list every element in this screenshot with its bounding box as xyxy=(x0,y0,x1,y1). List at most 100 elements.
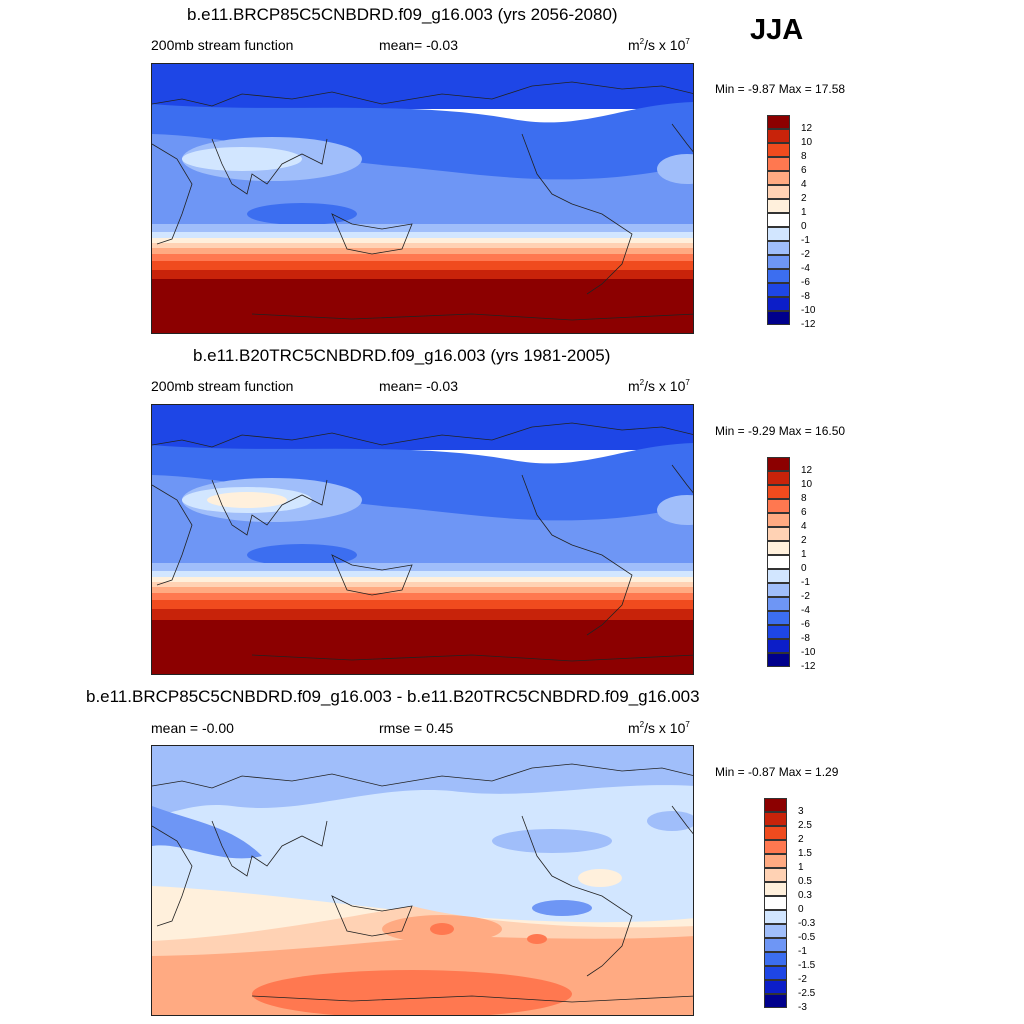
panel-1-colorbar-cell xyxy=(767,115,790,129)
panel-2-title: b.e11.B20TRC5CNBDRD.f09_g16.003 (yrs 198… xyxy=(193,346,611,365)
band-eq-1 xyxy=(152,563,693,573)
panel-3-colorbar-cell xyxy=(764,812,787,826)
panel-2-colorbar-label: -8 xyxy=(801,633,810,644)
panel-1-colorbar-label: 10 xyxy=(801,137,813,148)
panel-2-colorbar-label: 6 xyxy=(801,507,807,518)
band-eq-2 xyxy=(152,232,693,239)
panel-1-colorbar-cell xyxy=(767,241,790,255)
panel-1-colorbar-label: 12 xyxy=(801,123,813,134)
band-north-deep xyxy=(152,405,693,450)
panel-1-colorbar-cell xyxy=(767,297,790,311)
panel-2-colorbar-cell xyxy=(767,513,790,527)
panel-1-units: m2/s x 107 xyxy=(628,37,690,53)
panel-2-colorbar-label: 8 xyxy=(801,493,807,504)
panel-3-colorbar-label: 0 xyxy=(798,904,804,915)
panel-3-colorbar-cell xyxy=(764,840,787,854)
panel-3-colorbar-label: -3 xyxy=(798,1002,807,1013)
panel-2-colorbar-cell xyxy=(767,527,790,541)
panel-2-map xyxy=(151,404,694,675)
panel-2-colorbar-cell xyxy=(767,639,790,653)
panel-1-colorbar-label: 0 xyxy=(801,221,807,232)
panel-3-colorbar-label: 1.5 xyxy=(798,848,812,859)
band-s-5 xyxy=(152,609,693,621)
panel-1-colorbar-cell xyxy=(767,255,790,269)
band-s-4 xyxy=(152,261,693,271)
panel-1-colorbar-cell xyxy=(767,199,790,213)
panel-2-colorbar-cell xyxy=(767,485,790,499)
diff-southern-max xyxy=(252,970,572,1015)
panel-1-colorbar-label: 1 xyxy=(801,207,807,218)
maritime-low xyxy=(247,544,357,566)
panel-1-colorbar-cell xyxy=(767,143,790,157)
panel-3-colorbar-label: 0.3 xyxy=(798,890,812,901)
panel-2-units: m2/s x 107 xyxy=(628,378,690,394)
panel-3-colorbar-cell xyxy=(764,798,787,812)
panel-3-colorbar-label: 0.5 xyxy=(798,876,812,887)
panel-1-map xyxy=(151,63,694,334)
panel-3-minmax: Min = -0.87 Max = 1.29 xyxy=(715,765,839,779)
panel-2-colorbar-label: -1 xyxy=(801,577,810,588)
panel-3-colorbar-label: -1 xyxy=(798,946,807,957)
band-s-2 xyxy=(152,587,693,594)
panel-2-colorbar-cell xyxy=(767,471,790,485)
maritime-low xyxy=(247,203,357,225)
band-s-3 xyxy=(152,593,693,601)
band-s-5 xyxy=(152,270,693,280)
band-north-deep xyxy=(152,64,693,109)
band-s-2 xyxy=(152,248,693,255)
panel-2-colorbar-cell xyxy=(767,555,790,569)
panel-1-colorbar-cell xyxy=(767,185,790,199)
panel-3-colorbar-cell xyxy=(764,826,787,840)
band-s-1 xyxy=(152,243,693,249)
panel-3-colorbar-cell xyxy=(764,896,787,910)
panel-2-colorbar-label: -12 xyxy=(801,661,816,672)
panel-2-colorbar-cell xyxy=(767,541,790,555)
diff-north-band xyxy=(152,746,693,815)
panel-1-title: b.e11.BRCP85C5CNBDRD.f09_g16.003 (yrs 20… xyxy=(187,5,618,24)
panel-1-colorbar-label: 4 xyxy=(801,179,807,190)
panel-2-colorbar-label: 0 xyxy=(801,563,807,574)
season-label: JJA xyxy=(750,14,804,46)
panel-3-colorbar-cell xyxy=(764,994,787,1008)
panel-1-mean-label: mean= -0.03 xyxy=(379,37,458,53)
panel-2-colorbar-label: 4 xyxy=(801,521,807,532)
panel-3-colorbar-label: 1 xyxy=(798,862,804,873)
panel-1-colorbar-cell xyxy=(767,129,790,143)
panel-3-colorbar-cell xyxy=(764,952,787,966)
panel-3-mean-label: mean = -0.00 xyxy=(151,720,234,736)
panel-1-colorbar-label: -12 xyxy=(801,319,816,330)
coastlines xyxy=(152,763,693,1003)
panel-2-colorbar-cell xyxy=(767,611,790,625)
diff-atlantic-low xyxy=(647,811,693,831)
panel-3-title: b.e11.BRCP85C5CNBDRD.f09_g16.003 - b.e11… xyxy=(86,687,700,706)
band-eq-1 xyxy=(152,224,693,234)
panel-3-colorbar-cell xyxy=(764,924,787,938)
panel-3-colorbar-cell xyxy=(764,938,787,952)
panel-2-minmax: Min = -9.29 Max = 16.50 xyxy=(715,424,846,438)
asia-high-core xyxy=(182,147,302,171)
panel-1-colorbar-label: 6 xyxy=(801,165,807,176)
panel-1-colorbar-label: -2 xyxy=(801,249,810,260)
panel-1-minmax: Min = -9.87 Max = 17.58 xyxy=(715,82,846,96)
panel-3-colorbar-cell xyxy=(764,882,787,896)
atlantic-high xyxy=(657,154,693,184)
panel-1-colorbar-cell xyxy=(767,283,790,297)
panel-2-colorbar-cell xyxy=(767,625,790,639)
panel-3-colorbar-cell xyxy=(764,910,787,924)
panel-1-colorbar-label: -10 xyxy=(801,305,816,316)
panel-2-colorbar-cell xyxy=(767,457,790,471)
panel-1-colorbar-cell xyxy=(767,157,790,171)
panel-1-colorbar-cell xyxy=(767,213,790,227)
coastlines xyxy=(152,422,693,662)
diff-southamerica-high xyxy=(578,869,622,887)
panel-3-colorbar-label: 2 xyxy=(798,834,804,845)
panel-1-colorbar-label: -8 xyxy=(801,291,810,302)
panel-2-colorbar-label: -10 xyxy=(801,647,816,658)
panel-1-colorbar-cell xyxy=(767,269,790,283)
panel-3-colorbar-label: -0.5 xyxy=(798,932,816,943)
panel-3-map xyxy=(151,745,694,1016)
coastlines xyxy=(152,81,693,321)
panel-2-colorbar-label: 12 xyxy=(801,465,813,476)
panel-3-colorbar-cell xyxy=(764,854,787,868)
panel-2-colorbar-cell xyxy=(767,597,790,611)
